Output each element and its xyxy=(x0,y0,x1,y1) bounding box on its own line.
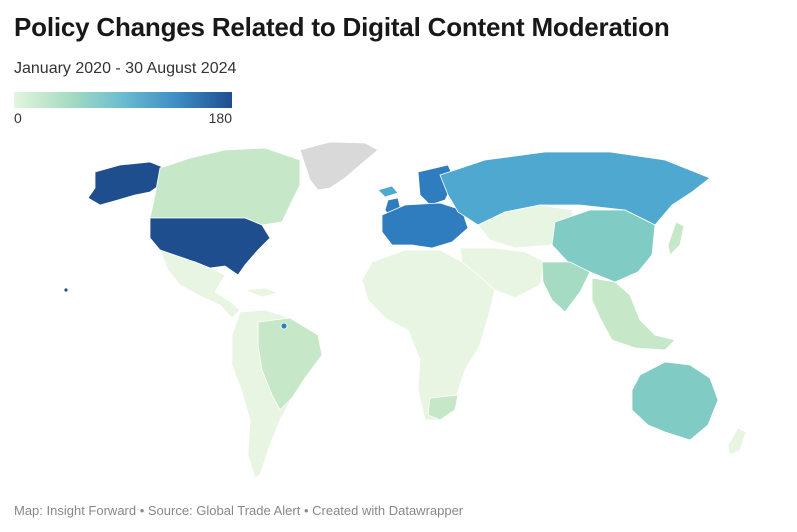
region-japan[interactable] xyxy=(667,221,685,256)
region-brazil[interactable] xyxy=(257,317,323,411)
legend-max-label: 180 xyxy=(208,110,232,126)
region-australia[interactable] xyxy=(631,361,719,441)
legend-min-label: 0 xyxy=(14,110,22,126)
region-alaska[interactable] xyxy=(87,161,166,206)
map-title: Policy Changes Related to Digital Conten… xyxy=(14,12,670,42)
region-caribbean[interactable] xyxy=(244,287,280,298)
region-iceland[interactable] xyxy=(377,185,399,198)
map-footer: Map: Insight Forward • Source: Global Tr… xyxy=(14,503,464,518)
region-canada[interactable] xyxy=(149,147,301,226)
region-africa[interactable] xyxy=(361,249,496,421)
region-greenland[interactable] xyxy=(299,141,379,191)
region-southeast-asia[interactable] xyxy=(591,277,676,351)
map-subtitle: January 2020 - 30 August 2024 xyxy=(14,60,237,77)
region-french-guiana[interactable] xyxy=(280,322,288,330)
region-new-zealand[interactable] xyxy=(727,427,747,456)
color-legend: 0 180 xyxy=(14,92,232,128)
region-hawaii[interactable] xyxy=(63,287,69,293)
region-europe[interactable] xyxy=(381,202,469,249)
region-india[interactable] xyxy=(541,261,591,313)
region-south-africa[interactable] xyxy=(427,394,459,421)
world-choropleth-map xyxy=(63,141,747,479)
region-mexico-central-america[interactable] xyxy=(159,249,241,319)
legend-gradient-bar xyxy=(14,92,232,108)
region-russia[interactable] xyxy=(439,151,711,226)
region-china[interactable] xyxy=(551,209,656,283)
